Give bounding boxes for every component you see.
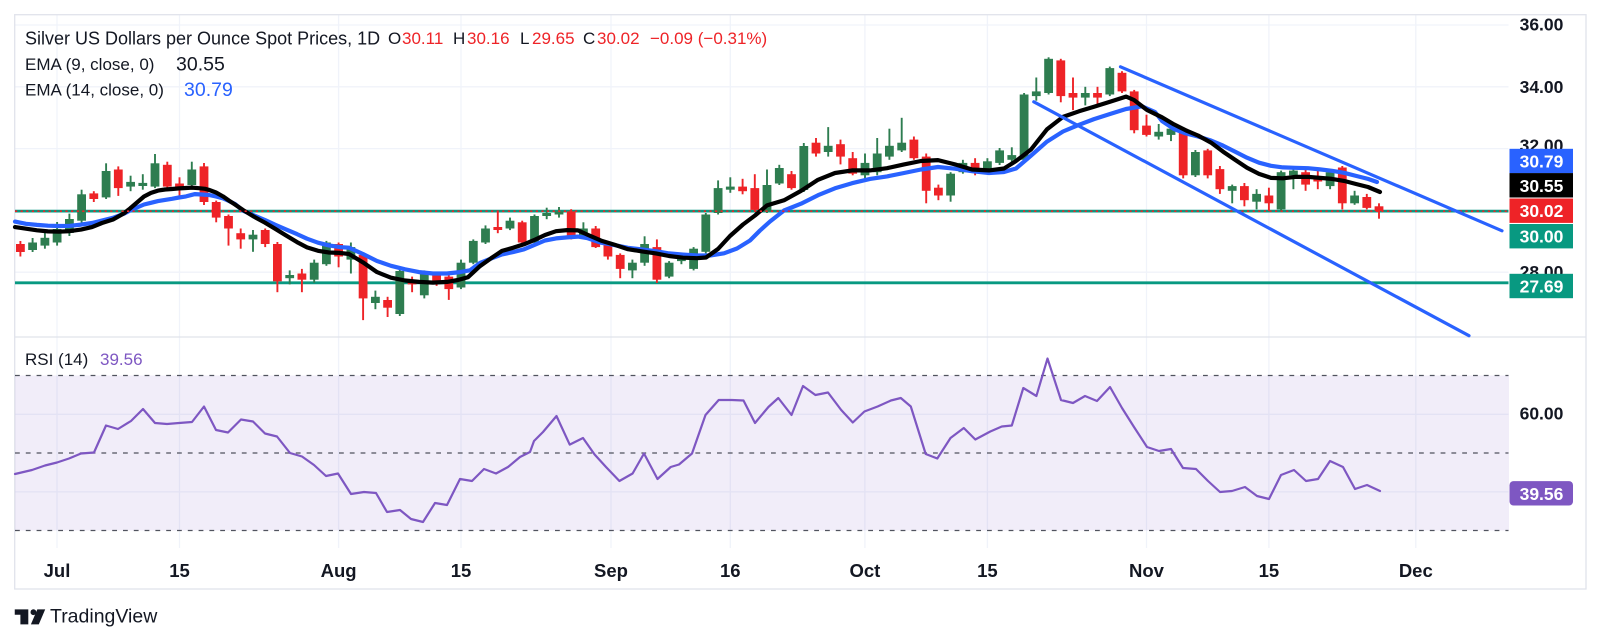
svg-text:30.11: 30.11 [402, 29, 443, 48]
svg-text:30.02: 30.02 [1520, 201, 1564, 221]
svg-text:L: L [520, 29, 529, 48]
svg-text:O: O [388, 29, 401, 48]
svg-text:30.55: 30.55 [176, 54, 225, 76]
svg-text:C: C [583, 29, 595, 48]
svg-text:36.00: 36.00 [1520, 15, 1564, 35]
svg-text:34.00: 34.00 [1520, 77, 1564, 97]
svg-text:60.00: 60.00 [1520, 404, 1564, 424]
svg-text:16: 16 [720, 560, 741, 581]
svg-text:Silver US Dollars per Ounce Sp: Silver US Dollars per Ounce Spot Prices,… [25, 29, 380, 49]
svg-text:Aug: Aug [321, 560, 357, 581]
svg-text:30.02: 30.02 [597, 29, 640, 48]
svg-text:Nov: Nov [1129, 560, 1165, 581]
svg-text:EMA (14, close, 0): EMA (14, close, 0) [25, 81, 164, 100]
svg-text:30.00: 30.00 [1520, 227, 1564, 247]
svg-text:RSI (14): RSI (14) [25, 350, 88, 369]
svg-text:EMA (9, close, 0): EMA (9, close, 0) [25, 55, 154, 74]
svg-text:30.16: 30.16 [467, 29, 510, 48]
svg-text:Dec: Dec [1399, 560, 1433, 581]
svg-text:−0.09 (−0.31%): −0.09 (−0.31%) [650, 29, 767, 48]
svg-text:39.56: 39.56 [100, 350, 143, 369]
svg-text:TradingView: TradingView [50, 606, 158, 628]
svg-text:30.79: 30.79 [1520, 152, 1564, 172]
svg-text:Oct: Oct [849, 560, 880, 581]
svg-text:H: H [453, 29, 465, 48]
svg-text:30.79: 30.79 [184, 79, 233, 101]
svg-text:15: 15 [1259, 560, 1280, 581]
svg-text:29.65: 29.65 [532, 29, 575, 48]
svg-text:27.69: 27.69 [1520, 277, 1564, 297]
svg-text:15: 15 [977, 560, 998, 581]
svg-text:39.56: 39.56 [1520, 484, 1564, 504]
svg-text:15: 15 [169, 560, 190, 581]
svg-text:15: 15 [451, 560, 472, 581]
svg-text:Jul: Jul [44, 560, 71, 581]
svg-text:Sep: Sep [594, 560, 628, 581]
svg-text:30.55: 30.55 [1520, 176, 1564, 196]
